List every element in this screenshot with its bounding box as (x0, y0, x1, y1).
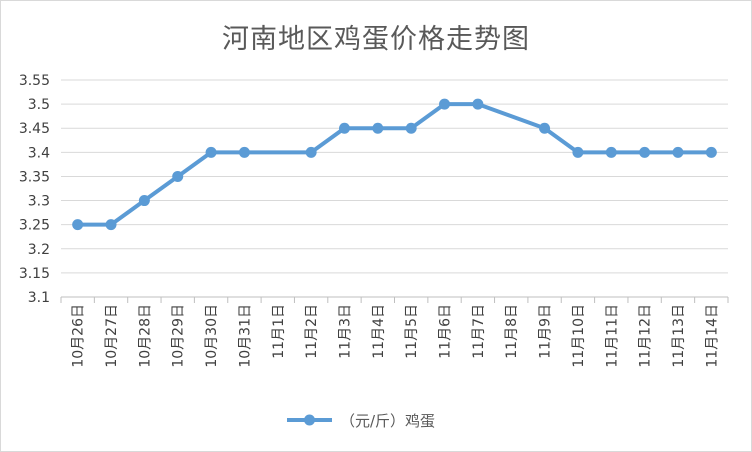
data-point (138, 195, 150, 207)
x-tick-label: 11月4日 (371, 304, 387, 359)
data-point (72, 219, 84, 231)
y-tick-label: 3.35 (19, 169, 50, 185)
data-point (238, 146, 250, 158)
x-tick-label: 11月1日 (271, 304, 287, 359)
y-tick-label: 3.25 (19, 218, 50, 234)
data-point (305, 146, 317, 158)
x-tick-label: 11月5日 (404, 304, 420, 359)
x-tick-label: 11月11日 (604, 304, 620, 368)
y-tick-label: 3.3 (28, 194, 50, 210)
data-point (639, 146, 651, 158)
y-tick-label: 3.15 (19, 266, 50, 282)
x-tick-label: 11月13日 (671, 304, 687, 368)
x-tick-label: 10月27日 (104, 304, 120, 368)
x-tick-label: 10月26日 (71, 304, 87, 368)
series-line (77, 102, 712, 227)
data-point (672, 146, 684, 158)
x-tick-label: 11月14日 (704, 304, 720, 368)
x-tick-label: 11月2日 (304, 304, 320, 359)
data-point (405, 122, 417, 134)
data-point (205, 146, 217, 158)
legend-marker (304, 414, 315, 426)
data-point (372, 122, 384, 134)
data-point (105, 219, 117, 231)
x-tick-label: 10月29日 (171, 304, 187, 368)
data-point (605, 146, 617, 158)
data-point (572, 146, 584, 158)
x-tick-label: 11月3日 (337, 304, 353, 359)
data-point (172, 170, 184, 182)
data-point (472, 98, 484, 110)
data-point (338, 122, 350, 134)
x-tick-label: 11月9日 (538, 304, 554, 359)
x-tick-label: 11月7日 (471, 304, 487, 359)
y-tick-label: 3.2 (28, 242, 50, 258)
data-point (539, 122, 551, 134)
y-tick-label: 3.1 (28, 290, 50, 306)
data-point (705, 146, 717, 158)
x-tick-label: 10月28日 (137, 304, 153, 368)
x-tick-label: 11月6日 (438, 304, 454, 359)
chart-title: 河南地区鸡蛋价格走势图 (222, 24, 530, 55)
y-tick-label: 3.55 (19, 73, 50, 89)
data-point (439, 98, 451, 110)
x-tick-label: 10月31日 (237, 304, 253, 368)
y-tick-label: 3.5 (28, 97, 50, 113)
x-tick-label: 11月12日 (638, 304, 654, 368)
legend-label: （元/斤）鸡蛋 (340, 412, 435, 430)
y-tick-label: 3.45 (19, 121, 50, 137)
y-tick-label: 3.4 (28, 145, 50, 161)
x-tick-label: 10月30日 (204, 304, 220, 368)
x-tick-label: 11月8日 (504, 304, 520, 359)
x-tick-label: 11月10日 (571, 304, 587, 368)
